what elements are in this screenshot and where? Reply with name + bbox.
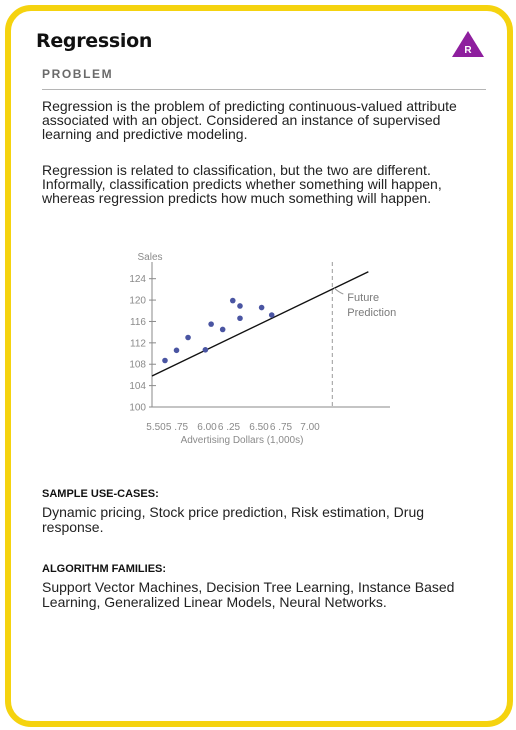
y-tick-label: 108 xyxy=(129,360,146,371)
divider xyxy=(42,89,486,90)
description-paragraph-2: Regression is related to classification,… xyxy=(42,162,442,206)
regression-card xyxy=(5,5,513,727)
use-cases-text: Dynamic pricing, Stock price prediction,… xyxy=(42,504,425,535)
badge-letter: R xyxy=(464,45,472,56)
badge-triangle xyxy=(452,31,484,57)
data-point xyxy=(173,347,180,354)
data-point xyxy=(185,334,191,341)
y-tick-label: 116 xyxy=(130,317,146,328)
description-paragraph-1: Regression is the problem of predicting … xyxy=(42,98,457,142)
use-cases-heading: SAMPLE USE-CASES: xyxy=(42,488,159,500)
x-tick-label: 6 .75 xyxy=(270,422,293,433)
x-tick-label: 6.50 xyxy=(249,422,269,433)
data-point xyxy=(202,346,209,353)
x-tick-label: 6 .25 xyxy=(218,422,241,433)
data-point xyxy=(237,315,243,322)
y-axis-label: Sales xyxy=(137,252,162,263)
x-tick-label: 7.00 xyxy=(300,422,320,433)
data-point xyxy=(208,321,214,327)
data-point xyxy=(237,303,243,309)
regression-line xyxy=(151,271,369,377)
x-tick-label: 6.00 xyxy=(197,422,217,433)
data-point xyxy=(162,357,168,364)
y-tick-label: 104 xyxy=(129,381,146,392)
data-point xyxy=(258,304,265,311)
y-tick-label: 120 xyxy=(129,296,146,307)
card-subtitle: PROBLEM xyxy=(42,67,114,81)
data-point xyxy=(219,326,226,333)
x-tick-label: 5 .75 xyxy=(166,422,189,433)
x-axis-label: Advertising Dollars (1,000s) xyxy=(181,435,304,446)
card-title: Regression xyxy=(36,30,153,52)
algorithms-text: Support Vector Machines, Decision Tree L… xyxy=(42,579,455,610)
y-tick-label: 100 xyxy=(129,403,146,414)
x-tick-label: 5.50 xyxy=(146,422,166,433)
y-tick-label: 124 xyxy=(129,274,146,285)
data-point xyxy=(229,297,236,304)
algorithms-heading: ALGORITHM FAMILIES: xyxy=(42,563,167,575)
data-point xyxy=(268,312,275,318)
annotation-label-line1: Future xyxy=(347,292,379,304)
category-badge-icon: R xyxy=(452,31,484,57)
y-tick-label: 112 xyxy=(130,338,146,349)
annotation-label-line2: Prediction xyxy=(347,307,396,319)
annotation-leader xyxy=(333,287,344,295)
